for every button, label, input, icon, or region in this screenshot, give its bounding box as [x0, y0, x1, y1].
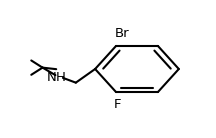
Text: N: N — [47, 71, 57, 84]
Text: Br: Br — [115, 27, 130, 40]
Text: F: F — [113, 98, 121, 111]
Text: H: H — [56, 71, 66, 84]
